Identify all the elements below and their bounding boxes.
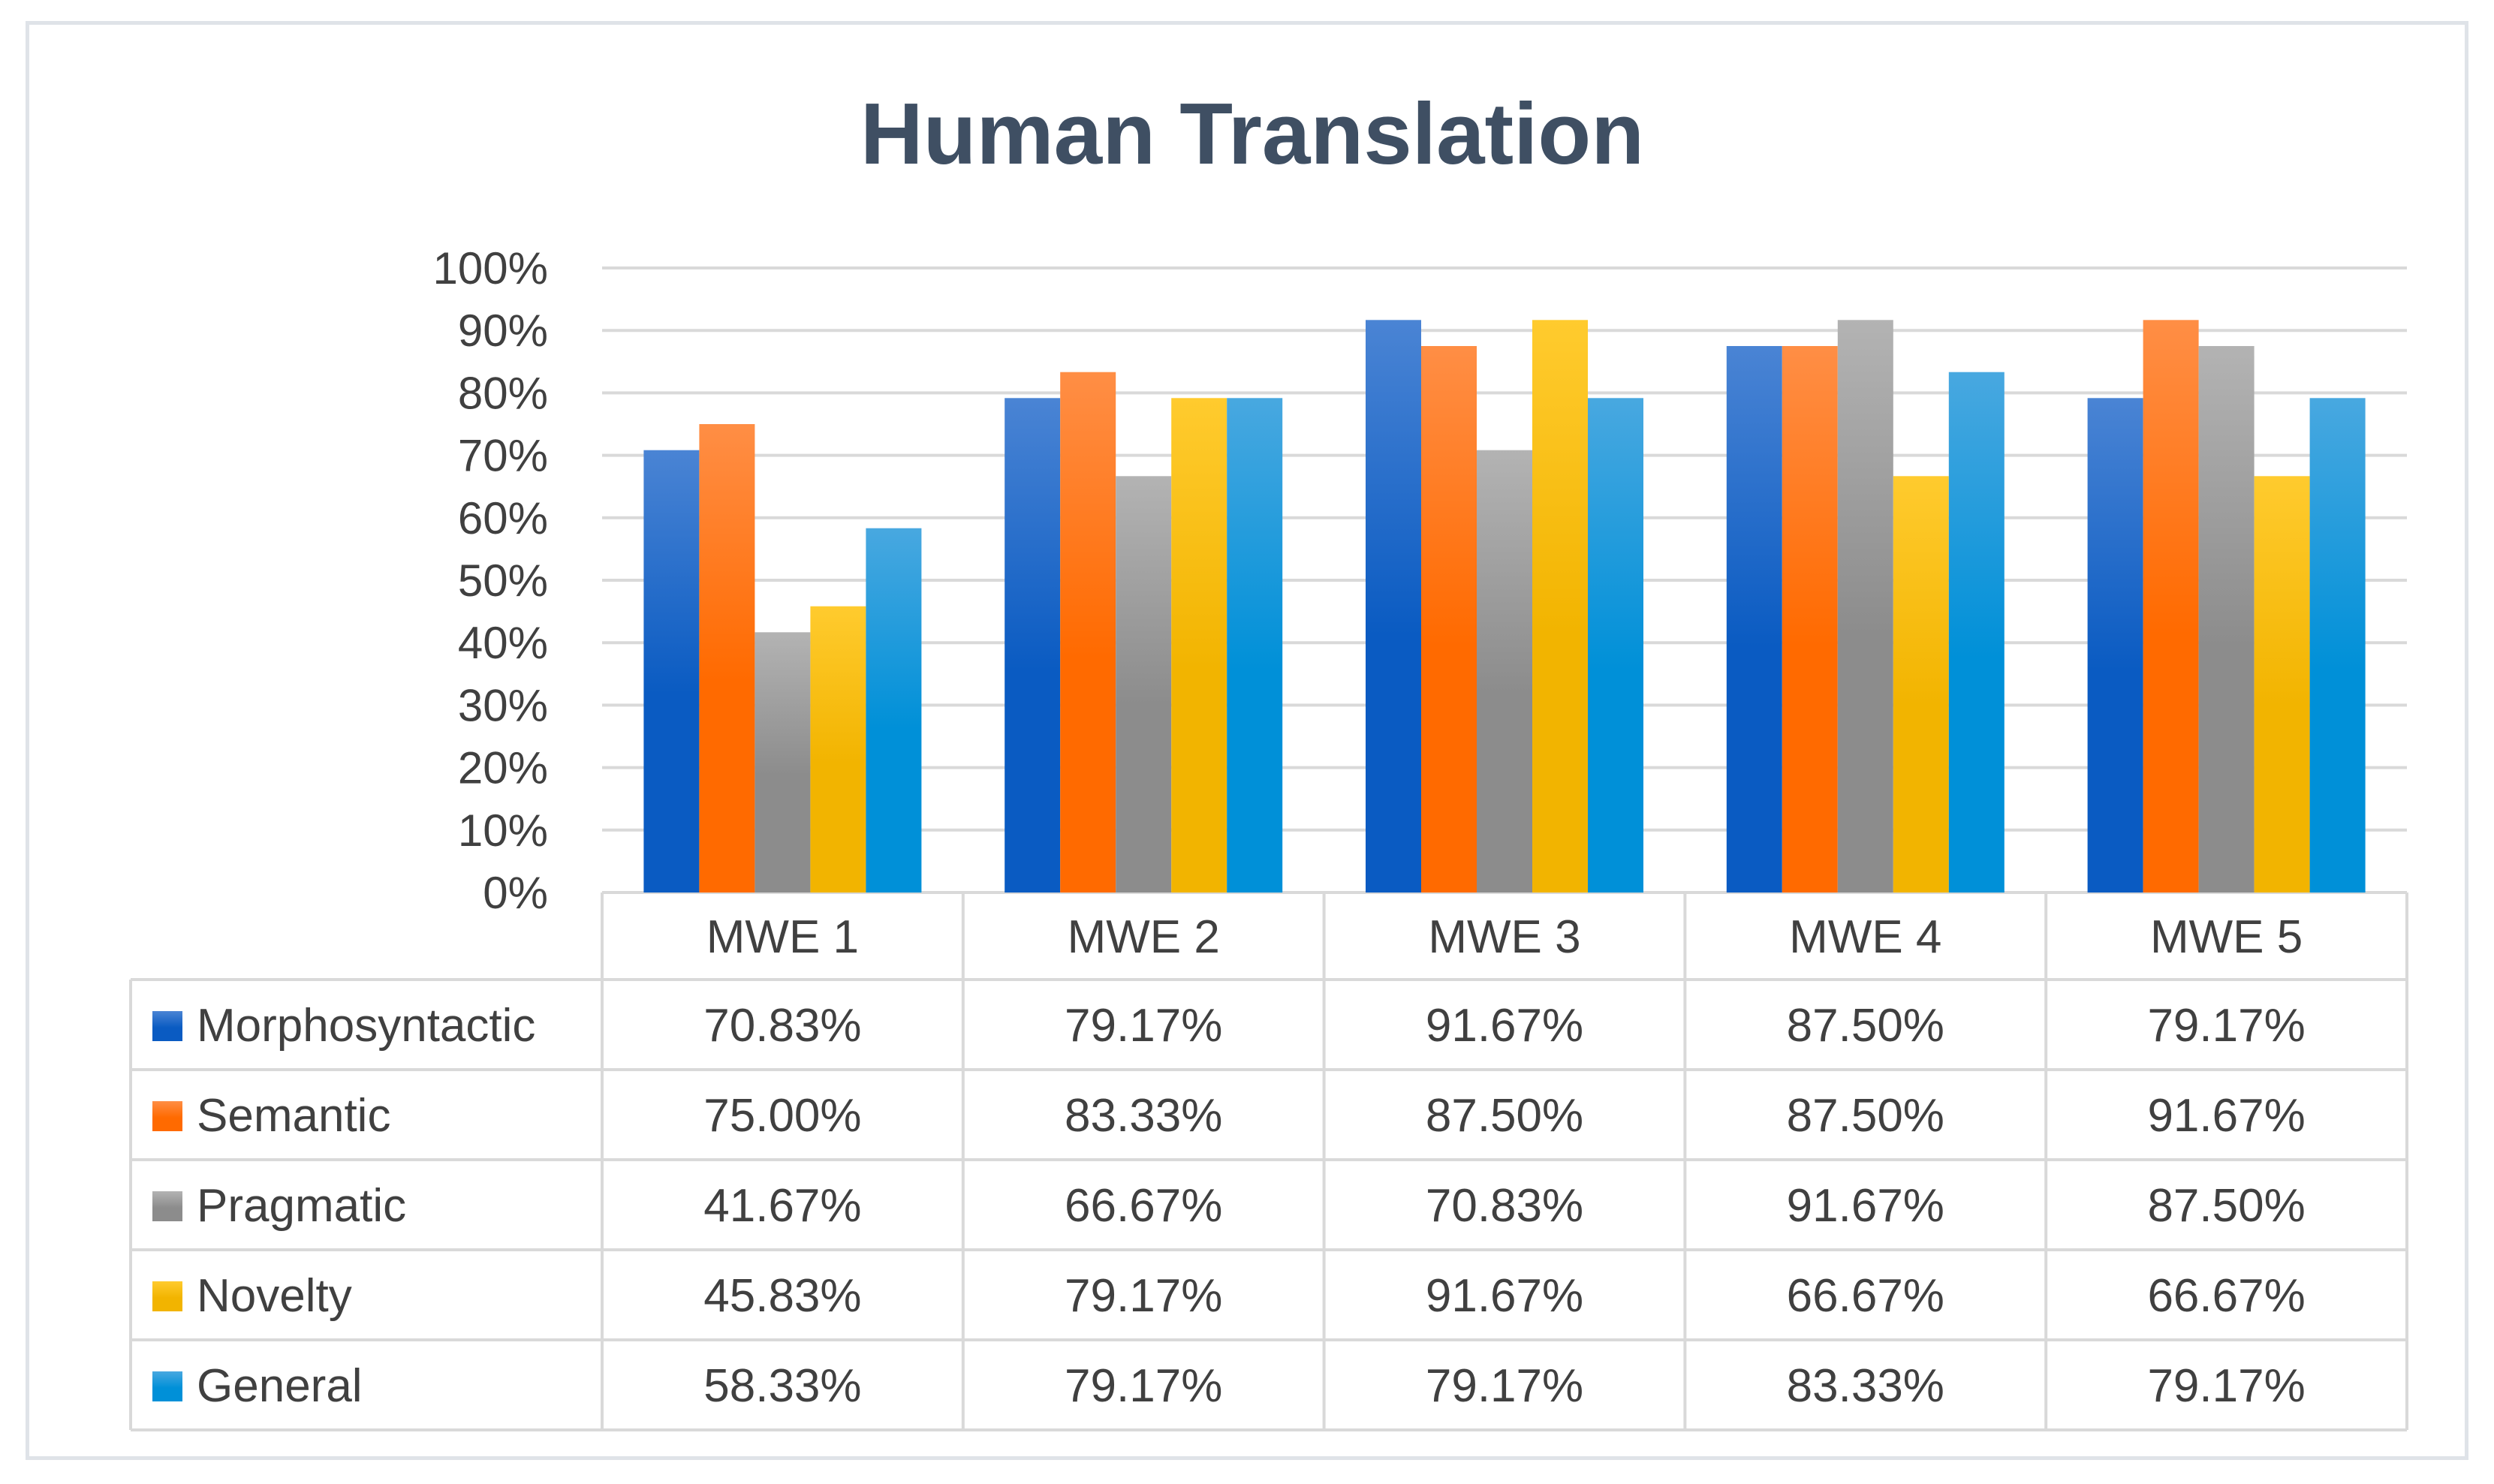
data-label: 45.83%: [703, 1270, 861, 1322]
y-tick-label: 70%: [458, 431, 548, 481]
data-label: 83.33%: [1787, 1360, 1944, 1412]
data-label: 87.50%: [1787, 1000, 1944, 1052]
bar-general-2: [1227, 398, 1283, 893]
data-label: 79.17%: [2147, 1360, 2305, 1412]
y-tick-label: 80%: [458, 368, 548, 418]
y-axis-ticks: 0% 10% 20% 30% 40% 50% 60% 70% 80% 90% 100%: [433, 243, 548, 918]
bar-pragmatic-1: [755, 632, 811, 893]
data-label: 75.00%: [703, 1090, 861, 1142]
bar-general-1: [866, 528, 922, 893]
series-label: Novelty: [197, 1270, 352, 1322]
series-label: Semantic: [197, 1090, 390, 1142]
chart-frame: [26, 21, 2468, 1460]
bar-semantic-3: [1421, 346, 1477, 893]
bar-semantic-2: [1060, 372, 1116, 893]
series-label: General: [197, 1360, 363, 1412]
data-label: 79.17%: [1065, 1360, 1222, 1412]
bar-pragmatic-4: [1837, 320, 1893, 893]
bar-novelty-3: [1532, 320, 1588, 893]
bar-novelty-2: [1171, 398, 1227, 893]
legend-key-semantic: [152, 1101, 182, 1131]
data-label: 41.67%: [703, 1180, 861, 1232]
data-label: 91.67%: [1426, 1000, 1583, 1052]
data-table: MWE 1 MWE 2 MWE 3 MWE 4 MWE 5 Morphosyntactic…: [129, 893, 2408, 1431]
legend-key-pragmatic: [152, 1191, 182, 1221]
data-label: 91.67%: [1787, 1180, 1944, 1232]
bar-novelty-1: [810, 606, 866, 893]
category-label: MWE 1: [706, 911, 859, 963]
category-label: MWE 4: [1789, 911, 1941, 963]
category-label: MWE 5: [2150, 911, 2303, 963]
category-label: MWE 2: [1068, 911, 1220, 963]
series-label: Pragmatic: [197, 1180, 406, 1232]
y-tick-label: 30%: [458, 680, 548, 730]
data-label: 70.83%: [1426, 1180, 1583, 1232]
data-label: 66.67%: [1787, 1270, 1944, 1322]
data-label: 70.83%: [703, 1000, 861, 1052]
y-tick-label: 60%: [458, 493, 548, 543]
y-tick-label: 40%: [458, 618, 548, 668]
chart-title: Human Translation: [860, 85, 1644, 182]
y-tick-label: 90%: [458, 306, 548, 356]
bar-semantic-4: [1782, 346, 1838, 893]
bar-novelty-5: [2254, 476, 2310, 893]
bar-general-3: [1588, 398, 1643, 893]
legend-key-novelty: [152, 1281, 182, 1311]
data-label: 79.17%: [1065, 1270, 1222, 1322]
legend-key-morphosyntactic: [152, 1011, 182, 1041]
data-label: 79.17%: [2147, 1000, 2305, 1052]
data-label: 83.33%: [1065, 1090, 1222, 1142]
bar-pragmatic-3: [1477, 450, 1532, 893]
y-tick-label: 20%: [458, 743, 548, 793]
bar-morphosyntactic-4: [1726, 346, 1782, 893]
data-label: 87.50%: [1787, 1090, 1944, 1142]
data-label: 58.33%: [703, 1360, 861, 1412]
y-tick-label: 0%: [483, 868, 548, 918]
data-label: 66.67%: [1065, 1180, 1222, 1232]
bar-morphosyntactic-5: [2087, 398, 2143, 893]
y-tick-label: 100%: [433, 243, 548, 293]
data-label: 87.50%: [1426, 1090, 1583, 1142]
series-label: Morphosyntactic: [197, 1000, 535, 1052]
bar-morphosyntactic-3: [1366, 320, 1421, 893]
y-tick-label: 10%: [458, 805, 548, 856]
bars: [643, 320, 2366, 893]
data-label: 91.67%: [1426, 1270, 1583, 1322]
bar-general-5: [2309, 398, 2366, 893]
data-label: 79.17%: [1065, 1000, 1222, 1052]
category-label: MWE 3: [1428, 911, 1580, 963]
bar-semantic-1: [699, 424, 755, 893]
bar-semantic-5: [2143, 320, 2199, 893]
bar-general-4: [1948, 372, 2005, 893]
data-label: 79.17%: [1426, 1360, 1583, 1412]
bar-novelty-4: [1893, 476, 1949, 893]
legend-key-general: [152, 1371, 182, 1401]
bar-pragmatic-5: [2198, 346, 2255, 893]
bar-pragmatic-2: [1116, 476, 1172, 893]
bar-morphosyntactic-2: [1005, 398, 1061, 893]
y-tick-label: 50%: [458, 555, 548, 606]
data-label: 87.50%: [2147, 1180, 2305, 1232]
data-label: 91.67%: [2147, 1090, 2305, 1142]
data-label: 66.67%: [2147, 1270, 2305, 1322]
bar-morphosyntactic-1: [643, 450, 700, 893]
